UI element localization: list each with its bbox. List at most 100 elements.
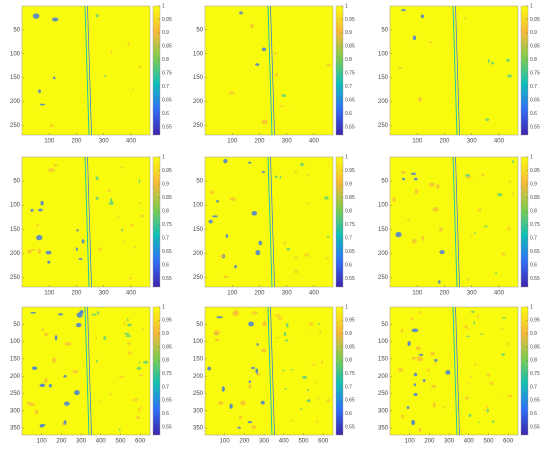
stripe — [455, 306, 460, 436]
texture-blob — [411, 356, 417, 360]
x-tick-label: 400 — [126, 139, 137, 145]
texture-blob — [260, 400, 265, 405]
texture-blob — [428, 182, 435, 187]
texture-blob — [279, 175, 282, 180]
texture-blob — [132, 88, 135, 90]
x-tick-label: 200 — [254, 291, 265, 297]
stripe — [452, 306, 458, 436]
y-tick-label: 150 — [10, 227, 21, 233]
texture-blob — [286, 247, 291, 251]
texture-blob — [52, 76, 56, 80]
y-tick-label: 250 — [378, 123, 389, 129]
texture-blob — [277, 315, 283, 321]
y-tick-label: 100 — [193, 203, 204, 209]
texture-blob — [64, 342, 72, 346]
texture-blob — [485, 405, 489, 408]
x-tick-label: 500 — [298, 439, 309, 445]
texture-blob — [291, 419, 294, 422]
texture-blob — [123, 321, 126, 326]
colorbar-tick-label: 0.75 — [345, 222, 355, 228]
texture-blob — [260, 348, 267, 353]
colorbar-tick-label: 0.75 — [162, 371, 172, 377]
texture-blob — [238, 415, 243, 420]
y-tick-label: 350 — [10, 426, 21, 432]
texture-blob — [131, 399, 134, 401]
texture-blob — [470, 310, 475, 313]
texture-blob — [400, 328, 404, 333]
colorbar-tick-label: 0.75 — [530, 371, 540, 377]
texture-blob — [251, 210, 258, 216]
x-tick-label: 600 — [503, 439, 514, 445]
x-tick-label: 100 — [412, 291, 423, 297]
plot-frame — [204, 306, 334, 436]
texture-blob — [126, 341, 132, 346]
y-tick-label: 100 — [378, 203, 389, 209]
texture-blob — [326, 398, 331, 403]
x-tick-label: 300 — [99, 291, 110, 297]
texture-blob — [468, 413, 472, 418]
colorbar-tick-label: 0.8 — [345, 57, 352, 63]
y-tick-label: 150 — [378, 356, 389, 362]
y-tick-label: 350 — [193, 426, 204, 432]
texture-blob — [261, 47, 267, 52]
y-tick-label: 300 — [10, 408, 21, 414]
colorbar-tick-label: 0.6 — [162, 263, 169, 269]
texture-blob — [251, 311, 258, 315]
texture-blob — [125, 334, 131, 338]
texture-blob — [32, 13, 40, 19]
texture-blob — [285, 339, 289, 342]
texture-blob — [81, 239, 85, 244]
colorbar-tick-label: 0.95 — [345, 318, 355, 324]
colorbar-tick-label: 1 — [530, 304, 533, 310]
y-tick-label: 100 — [378, 339, 389, 345]
colorbar-tick-label: 0.7 — [345, 84, 352, 90]
x-tick-label: 100 — [220, 439, 231, 445]
x-tick-label: 100 — [44, 139, 55, 145]
texture-blob — [213, 330, 220, 336]
texture-blob — [469, 375, 472, 379]
colorbar-tick-label: 0.75 — [162, 71, 172, 77]
texture-blob — [400, 171, 406, 175]
texture-blob — [466, 382, 471, 385]
plot-frame — [389, 306, 519, 436]
texture-blob — [397, 367, 404, 372]
texture-blob — [133, 397, 139, 402]
colorbar-tick-label: 0.65 — [530, 398, 540, 404]
texture-blob — [248, 380, 251, 384]
colorbar-tick-label: 0.75 — [345, 371, 355, 377]
texture-blob — [432, 402, 436, 408]
texture-blob — [273, 52, 278, 55]
texture-blob — [47, 260, 51, 264]
texture-blob — [419, 353, 424, 356]
colorbar-tick-label: 0.7 — [162, 384, 169, 390]
texture-blob — [30, 249, 37, 251]
y-tick-label: 250 — [10, 391, 21, 397]
colorbar-tick-label: 0.9 — [162, 331, 169, 337]
texture-blob — [26, 401, 31, 405]
texture-blob — [497, 193, 503, 197]
colorbar-tick-label: 0.6 — [345, 263, 352, 269]
colorbar-tick-label: 0.55 — [530, 124, 540, 130]
texture-blob — [91, 313, 97, 316]
colorbar-tick-label: 0.8 — [345, 208, 352, 214]
texture-blob — [418, 427, 422, 432]
texture-blob — [442, 406, 445, 409]
texture-blob — [512, 160, 515, 164]
texture-blob — [316, 419, 319, 424]
texture-blob — [39, 103, 46, 106]
colorbar-tick-label: 0.6 — [530, 411, 537, 417]
texture-blob — [400, 9, 407, 12]
texture-blob — [117, 215, 120, 219]
stripe — [84, 5, 90, 136]
texture-blob — [492, 420, 495, 424]
y-tick-label: 250 — [378, 391, 389, 397]
colorbar-tick-label: 0.6 — [162, 411, 169, 417]
texture-blob — [47, 168, 55, 173]
texture-blob — [127, 323, 132, 327]
texture-blob — [281, 93, 286, 98]
texture-blob — [119, 166, 124, 169]
texture-blob — [234, 264, 237, 269]
colorbar-tick-label: 0.7 — [530, 384, 537, 390]
texture-blob — [258, 240, 263, 246]
texture-blob — [216, 199, 219, 203]
